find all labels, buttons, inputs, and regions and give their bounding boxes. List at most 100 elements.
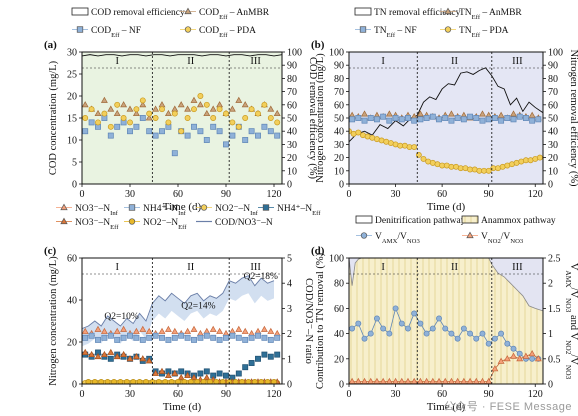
data-point — [126, 355, 134, 362]
data-point — [197, 128, 204, 135]
data-point — [171, 150, 178, 157]
data-point — [152, 132, 159, 139]
data-point — [196, 101, 204, 108]
watermark: 公众号 · FESE Message — [443, 401, 572, 413]
data-point — [239, 378, 245, 384]
y-tick-label: 60 — [67, 254, 77, 265]
data-point — [516, 113, 523, 120]
y2-tick-label: 60 — [287, 100, 297, 111]
x-tick-label: 120 — [528, 389, 543, 400]
series-3 — [82, 332, 281, 343]
legend-item: CODEff – PDA — [180, 26, 256, 39]
y2-tick-label: 20 — [548, 153, 558, 164]
data-point — [168, 378, 175, 384]
legend-item: TNEff – PDA — [440, 26, 509, 39]
legend-item: TN removal efficiency — [354, 7, 461, 18]
data-point — [159, 334, 165, 341]
data-point — [261, 123, 268, 130]
data-point — [373, 315, 380, 322]
y-axis-label: Nitrogen concentration (mg/L) — [315, 53, 326, 183]
legend-label: NO3⁻–NInf — [75, 204, 119, 217]
data-point — [219, 378, 226, 384]
y2-tick-label: 5 — [287, 254, 292, 265]
y2-tick-label: 0 — [287, 380, 292, 391]
data-point — [184, 327, 192, 334]
legend-item: NO2⁻–NInf — [196, 204, 259, 217]
data-point — [100, 96, 108, 103]
data-point — [207, 378, 213, 384]
data-point — [127, 332, 133, 339]
data-point — [203, 332, 210, 339]
data-point — [416, 110, 424, 117]
y2-tick-label: 100 — [287, 48, 302, 59]
data-point — [386, 117, 393, 124]
legend-item: VNO2/VNO3 — [462, 231, 524, 245]
y2-tick-label: 90 — [548, 61, 558, 72]
y2-tick-label: 70 — [548, 87, 558, 98]
legend-swatch — [355, 215, 373, 224]
x-tick-label: 30 — [391, 389, 401, 400]
y-tick-label: 20 — [334, 354, 344, 365]
legend-label: NO3⁻–NEff — [75, 218, 119, 231]
data-point — [210, 123, 217, 130]
data-point — [436, 116, 442, 123]
x-tick-label: 60 — [437, 389, 447, 400]
data-point — [392, 115, 399, 121]
legend-label: CODEff – NF — [91, 26, 141, 39]
data-point — [213, 378, 220, 384]
legend-swatch — [184, 26, 192, 33]
data-point — [491, 365, 499, 372]
x-tick-label: 30 — [125, 389, 135, 400]
data-point — [420, 155, 427, 162]
data-point — [267, 336, 274, 343]
data-point — [175, 378, 181, 384]
data-point — [113, 327, 121, 334]
plot-area — [349, 258, 543, 384]
data-point — [367, 330, 374, 337]
data-point — [88, 106, 95, 113]
data-point — [203, 373, 211, 381]
data-point — [241, 327, 249, 334]
data-point — [497, 111, 505, 118]
y-tick-label: 70 — [334, 87, 344, 98]
y2-tick-label: 0.5 — [548, 354, 561, 365]
data-point — [423, 330, 430, 337]
data-point — [184, 371, 192, 379]
y2-tick-label: 1 — [287, 354, 292, 365]
data-point — [94, 109, 102, 117]
x-tick-label: 0 — [347, 189, 352, 200]
data-point — [485, 116, 492, 123]
data-point — [267, 115, 274, 121]
data-point — [194, 378, 201, 384]
data-point — [165, 336, 172, 343]
legend-item: NO2⁻–NEff — [124, 218, 187, 231]
phase-label: III — [250, 262, 261, 273]
data-point — [155, 378, 162, 384]
y-tick-label: 0 — [339, 380, 344, 391]
y-tick-label: 20 — [67, 92, 77, 103]
series-3 — [349, 113, 542, 124]
series-3 — [349, 305, 542, 362]
data-point — [411, 117, 418, 124]
data-point — [82, 101, 89, 108]
data-point — [510, 352, 517, 359]
data-point — [133, 334, 140, 341]
data-point — [349, 325, 356, 332]
legend-swatch — [360, 232, 368, 239]
data-point — [536, 154, 543, 161]
data-point — [248, 334, 255, 341]
series-line — [349, 67, 543, 143]
y2-tick-label: 1.5 — [548, 304, 561, 315]
data-point — [349, 116, 356, 123]
data-point — [454, 115, 461, 121]
data-point — [203, 101, 210, 108]
data-point — [107, 348, 115, 355]
data-point — [113, 109, 121, 117]
data-point — [392, 305, 399, 312]
legend-label: TNEff – PDA — [459, 26, 509, 39]
data-point — [158, 367, 166, 374]
data-point — [88, 119, 95, 126]
data-point — [491, 115, 498, 121]
